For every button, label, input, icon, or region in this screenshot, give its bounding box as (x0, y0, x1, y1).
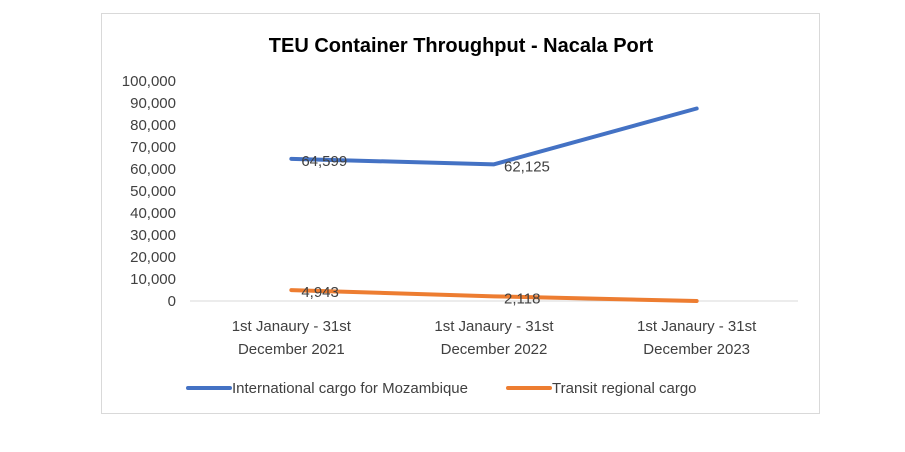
x-axis: 1st Janaury - 31st December 2021 1st Janau… (190, 300, 798, 358)
x-tick-label: December 2021 (238, 341, 345, 358)
legend-label: Transit regional cargo (552, 380, 697, 397)
y-tick-label: 10,000 (130, 271, 176, 288)
y-tick-label: 60,000 (130, 161, 176, 178)
x-tick-label: 1st Janaury - 31st (232, 318, 352, 335)
data-labels: 64,599 62,125 4,943 2,118 (301, 153, 550, 307)
y-tick-label: 100,000 (122, 73, 176, 90)
x-tick-label: December 2022 (441, 341, 548, 358)
y-tick-label: 20,000 (130, 249, 176, 266)
y-tick-label: 80,000 (130, 117, 176, 134)
y-axis: 0 10,000 20,000 30,000 40,000 50,000 60,000 70,… (122, 73, 176, 310)
y-tick-label: 90,000 (130, 95, 176, 112)
x-tick-label: 1st Janaury - 31st (434, 318, 554, 335)
y-tick-label: 50,000 (130, 183, 176, 200)
data-label: 64,599 (301, 153, 347, 170)
series-line-1 (289, 288, 699, 303)
y-tick-label: 30,000 (130, 227, 176, 244)
plot-lines (289, 106, 699, 303)
data-label: 2,118 (504, 290, 540, 307)
y-tick-label: 70,000 (130, 139, 176, 156)
x-tick-label: 1st Janaury - 31st (637, 318, 757, 335)
chart-title: TEU Container Throughput - Nacala Port (269, 35, 654, 57)
series-line-0 (289, 106, 699, 167)
chart-frame (101, 13, 820, 414)
y-tick-label: 40,000 (130, 205, 176, 222)
legend-label: International cargo for Mozambique (232, 380, 468, 397)
x-tick-label: December 2023 (643, 341, 750, 358)
data-label: 62,125 (504, 158, 550, 175)
y-tick-label: 0 (168, 293, 176, 310)
data-label: 4,943 (301, 284, 339, 301)
legend: International cargo for Mozambique Transi… (186, 380, 697, 397)
